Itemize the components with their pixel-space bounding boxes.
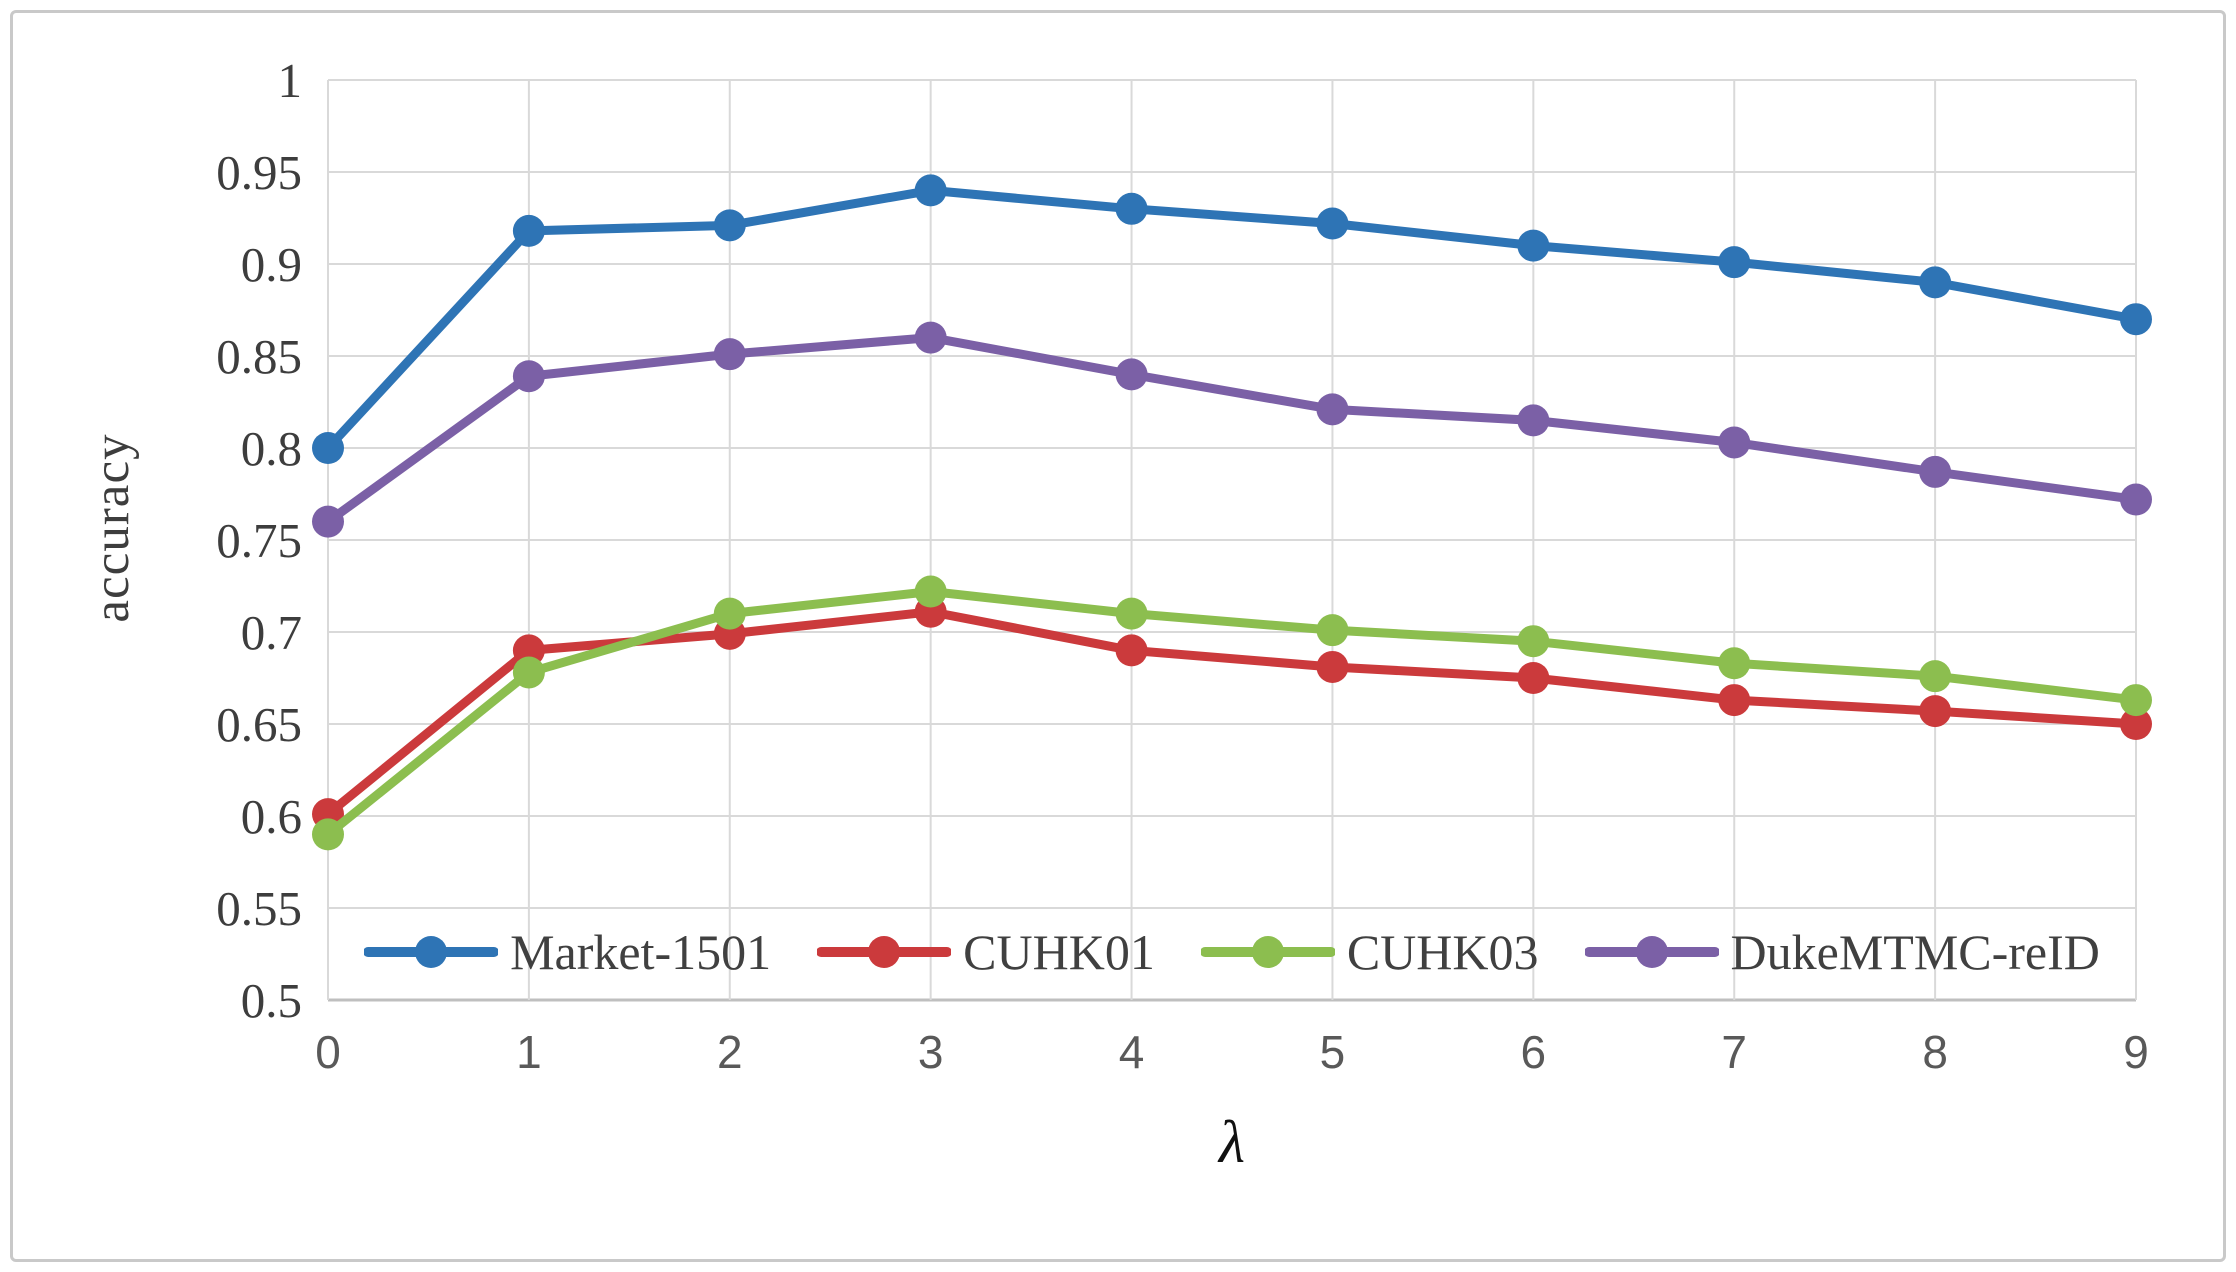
y-tick-label: 0.75 bbox=[216, 513, 302, 568]
series-cuhk03 bbox=[312, 575, 2152, 851]
data-point-marker bbox=[1718, 426, 1751, 459]
y-tick-label: 0.9 bbox=[241, 237, 302, 292]
data-point-marker bbox=[2120, 708, 2152, 740]
data-point-marker bbox=[1919, 695, 1952, 728]
data-point-marker bbox=[1115, 634, 1148, 667]
y-tick-label: 0.85 bbox=[216, 329, 302, 384]
x-tick-label: 6 bbox=[1521, 1026, 1547, 1078]
data-point-marker bbox=[312, 505, 344, 538]
legend-dot bbox=[1635, 936, 1668, 968]
series-dukemtmc-reid bbox=[312, 321, 2152, 538]
x-tick-label: 5 bbox=[1320, 1026, 1346, 1078]
y-axis-title: accuracy bbox=[84, 433, 140, 623]
y-tick-label: 1 bbox=[278, 53, 303, 108]
data-point-marker bbox=[713, 597, 746, 630]
data-point-marker bbox=[1115, 597, 1148, 630]
legend-label: CUHK03 bbox=[1346, 924, 1539, 980]
legend-marker-icon bbox=[1584, 936, 1719, 968]
legend-item-dukemtmc-reid: DukeMTMC-reID bbox=[1584, 923, 2100, 981]
y-tick-label: 0.6 bbox=[241, 789, 302, 844]
series-market-1501 bbox=[312, 174, 2152, 464]
legend-dot bbox=[1251, 936, 1284, 968]
data-point-marker bbox=[1919, 660, 1952, 693]
series-line bbox=[323, 185, 2141, 453]
data-point-marker bbox=[312, 818, 344, 851]
legend-marker-icon bbox=[364, 936, 499, 968]
data-point-marker bbox=[312, 432, 344, 464]
data-point-marker bbox=[2120, 483, 2152, 516]
x-tick-label: 3 bbox=[918, 1026, 944, 1078]
data-point-marker bbox=[1517, 662, 1550, 694]
data-point-marker bbox=[713, 338, 746, 371]
data-point-marker bbox=[1718, 246, 1751, 279]
data-point-marker bbox=[713, 209, 746, 242]
data-point-marker bbox=[512, 634, 545, 667]
data-point-marker bbox=[914, 575, 947, 608]
data-point-marker bbox=[1316, 650, 1349, 683]
legend-label: Market-1501 bbox=[510, 924, 772, 980]
y-axis-tick-labels: 1 0.95 0.9 0.85 0.8 0.75 0.7 0.65 0.6 0.55 0.5 bbox=[216, 53, 302, 1028]
legend-marker-icon bbox=[817, 936, 952, 968]
x-tick-label: 4 bbox=[1119, 1026, 1145, 1078]
data-point-marker bbox=[1517, 625, 1550, 658]
data-point-marker bbox=[1718, 647, 1751, 680]
data-point-marker bbox=[1919, 455, 1952, 488]
legend-label: CUHK01 bbox=[963, 924, 1155, 980]
data-point-marker bbox=[512, 656, 545, 689]
x-tick-label: 9 bbox=[2123, 1026, 2149, 1078]
data-point-marker bbox=[914, 321, 947, 354]
series-cuhk01 bbox=[312, 595, 2152, 831]
x-axis-title: λ bbox=[1219, 1109, 1245, 1175]
y-tick-label: 0.95 bbox=[216, 145, 302, 200]
data-point-marker bbox=[1316, 393, 1349, 426]
data-point-marker bbox=[512, 214, 545, 247]
data-point-marker bbox=[1718, 684, 1751, 717]
data-point-marker bbox=[1316, 207, 1349, 240]
y-tick-label: 0.8 bbox=[241, 421, 302, 476]
x-tick-label: 8 bbox=[1922, 1026, 1948, 1078]
data-point-marker bbox=[2120, 684, 2152, 717]
data-point-marker bbox=[2120, 303, 2152, 336]
legend-dot bbox=[415, 936, 448, 968]
legend-item-cuhk01: CUHK01 bbox=[817, 923, 1155, 981]
y-tick-label: 0.55 bbox=[216, 881, 302, 936]
x-axis-tick-labels: 0 1 2 3 4 5 6 7 8 9 bbox=[315, 1026, 2149, 1078]
data-point-marker bbox=[1115, 192, 1148, 225]
series-line bbox=[323, 607, 2141, 819]
legend-item-cuhk03: CUHK03 bbox=[1200, 923, 1539, 981]
data-point-marker bbox=[1919, 266, 1952, 299]
series-line bbox=[323, 333, 2141, 527]
x-tick-label: 0 bbox=[315, 1026, 341, 1078]
data-point-marker bbox=[1517, 404, 1550, 437]
x-tick-label: 2 bbox=[717, 1026, 743, 1078]
legend-label: DukeMTMC-reID bbox=[1730, 924, 2100, 980]
legend-marker-icon bbox=[1200, 936, 1335, 968]
y-tick-label: 0.5 bbox=[241, 973, 302, 1028]
legend-dot bbox=[868, 936, 901, 968]
chart-legend: Market-1501 CUHK01 CUHK03 DukeMTMC-reID bbox=[328, 912, 2136, 992]
y-tick-label: 0.7 bbox=[241, 605, 302, 660]
data-point-marker bbox=[1517, 229, 1550, 262]
data-point-marker bbox=[1115, 358, 1148, 391]
data-point-marker bbox=[914, 174, 947, 207]
series-line bbox=[323, 587, 2141, 839]
legend-item-market-1501: Market-1501 bbox=[364, 923, 771, 981]
data-point-marker bbox=[512, 360, 545, 393]
x-tick-label: 1 bbox=[516, 1026, 542, 1078]
data-series bbox=[312, 174, 2152, 851]
x-tick-label: 7 bbox=[1721, 1026, 1747, 1078]
y-tick-label: 0.65 bbox=[216, 697, 302, 752]
figure-border bbox=[10, 10, 2226, 1262]
data-point-marker bbox=[1316, 614, 1349, 647]
